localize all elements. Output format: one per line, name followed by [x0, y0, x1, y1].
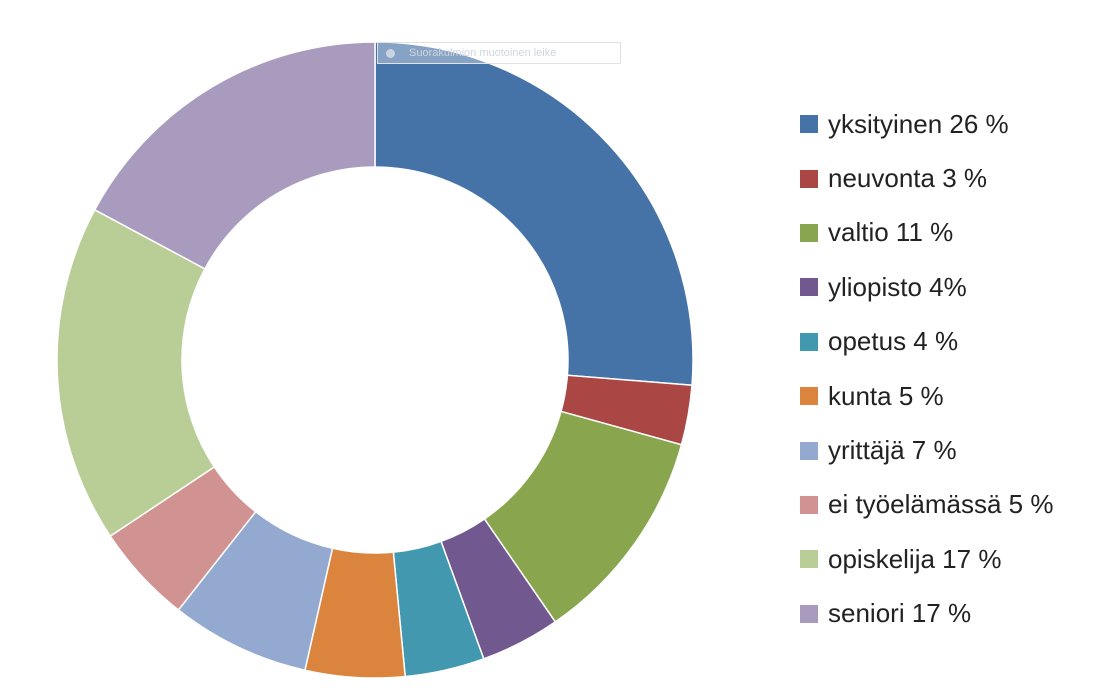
- legend-swatch: [800, 550, 818, 569]
- legend-label: kunta 5 %: [828, 380, 944, 411]
- legend-swatch: [800, 604, 818, 623]
- legend-item-9: opiskelija 17 %: [800, 532, 1053, 586]
- legend-item-10: seniori 17 %: [800, 587, 1053, 641]
- legend-label: ei työelämässä 5 %: [828, 489, 1054, 520]
- legend-label: valtio 11 %: [828, 217, 954, 248]
- legend-swatch: [800, 495, 818, 514]
- donut-svg: [56, 41, 694, 679]
- legend-item-7: yrittäjä 7 %: [800, 423, 1053, 477]
- scissors-icon: [386, 48, 395, 58]
- legend-swatch: [800, 278, 818, 297]
- legend-swatch: [800, 223, 818, 242]
- donut-slice-9: [56, 208, 216, 538]
- legend-item-8: ei työelämässä 5 %: [800, 478, 1053, 532]
- legend-label: neuvonta 3 %: [828, 163, 988, 194]
- legend-label: yliopisto 4%: [828, 271, 967, 302]
- legend-item-4: yliopisto 4%: [800, 260, 1053, 314]
- snip-tooltip: Suorakulmion muotoinen leike: [377, 42, 621, 64]
- legend-label: yksityinen 26 %: [828, 108, 1009, 139]
- legend-swatch: [800, 387, 818, 406]
- legend-swatch: [800, 169, 818, 188]
- legend-item-3: valtio 11 %: [800, 206, 1053, 260]
- legend-item-2: neuvonta 3 %: [800, 151, 1053, 205]
- legend-swatch: [800, 332, 818, 351]
- legend-swatch: [800, 115, 818, 134]
- legend-label: yrittäjä 7 %: [828, 435, 957, 466]
- chart-legend: yksityinen 26 % neuvonta 3 % valtio 11 % yl…: [800, 97, 1053, 641]
- legend-swatch: [800, 441, 818, 460]
- legend-label: opetus 4 %: [828, 326, 959, 357]
- donut-slice-1: [374, 41, 694, 387]
- donut-chart: [56, 41, 694, 679]
- donut-slice-10: [93, 41, 376, 270]
- snip-tooltip-text: Suorakulmion muotoinen leike: [409, 47, 557, 59]
- legend-label: seniori 17 %: [828, 598, 972, 629]
- legend-item-1: yksityinen 26 %: [800, 97, 1053, 151]
- legend-label: opiskelija 17 %: [828, 543, 1002, 574]
- legend-item-5: opetus 4 %: [800, 315, 1053, 369]
- legend-item-6: kunta 5 %: [800, 369, 1053, 423]
